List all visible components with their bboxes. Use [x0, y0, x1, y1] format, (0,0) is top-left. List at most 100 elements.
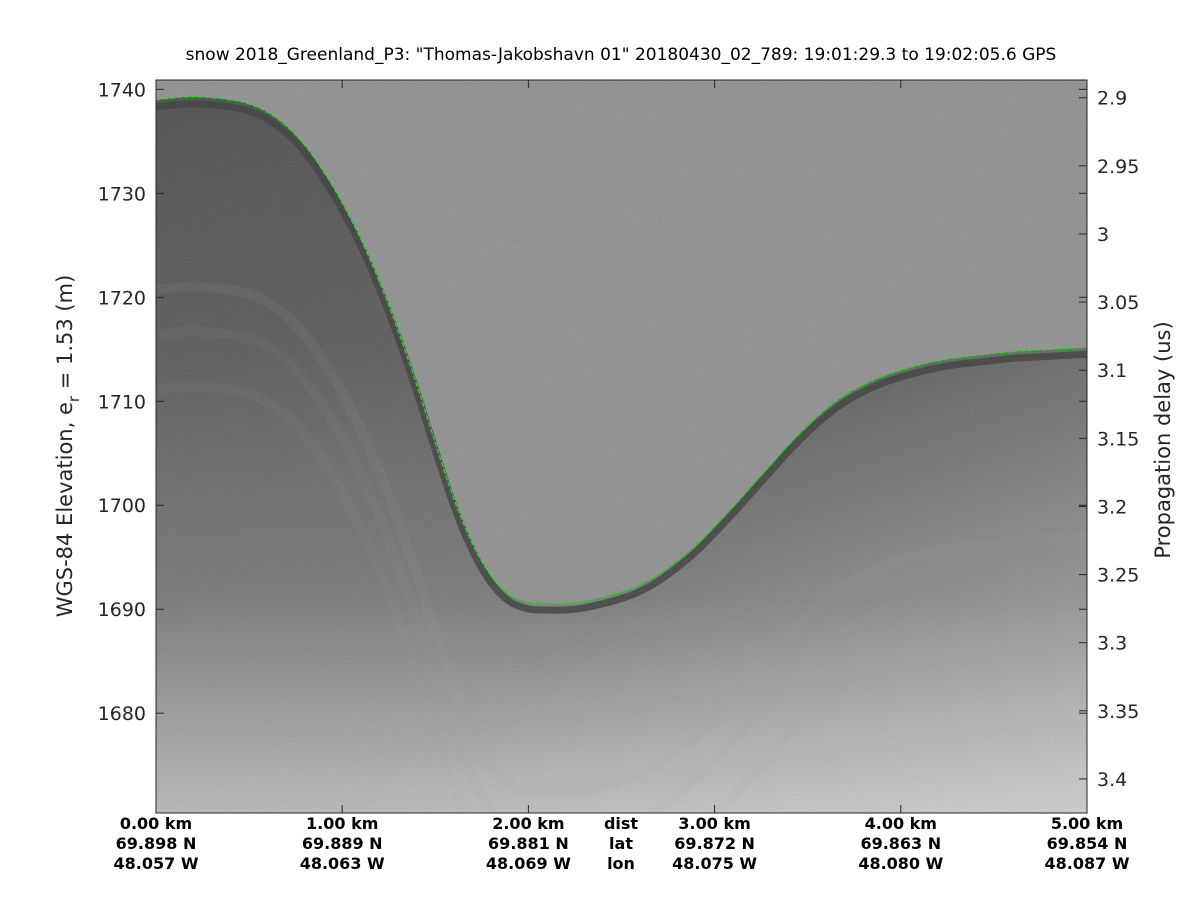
row-label-lat: lat	[609, 834, 633, 853]
surface-pick-point	[862, 383, 865, 386]
surface-pick-point	[639, 583, 641, 586]
surface-pick-point	[434, 442, 437, 444]
y2-tick-label: 3.35	[1097, 701, 1139, 723]
surface-pick-point	[1048, 348, 1051, 351]
surface-pick-point	[695, 543, 697, 546]
surface-pick-point	[825, 407, 828, 410]
y-tick-label: 1710	[98, 391, 146, 413]
surface-pick-point	[453, 498, 455, 500]
surface-pick-point	[304, 144, 306, 147]
x-tick-dist-label: 0.00 km	[120, 814, 192, 833]
surface-pick-point	[229, 98, 232, 101]
x-tick-lon-label: 48.057 W	[114, 854, 199, 873]
x-tick-lat-label: 69.881 N	[488, 834, 569, 853]
surface-pick-point	[1067, 347, 1070, 350]
x-tick-dist-label: 2.00 km	[492, 814, 564, 833]
y-tick-label: 1690	[98, 599, 146, 621]
surface-pick-point	[974, 354, 977, 357]
surface-pick-point	[1011, 350, 1014, 353]
surface-pick-point	[173, 96, 176, 99]
surface-pick-point	[266, 111, 269, 114]
y2-axis-label: Propagation delay (us)	[1151, 321, 1175, 558]
surface-pick-point	[415, 383, 418, 386]
x-tick-lat-label: 69.863 N	[860, 834, 941, 853]
y-tick-label: 1700	[98, 495, 146, 517]
surface-pick-point	[1030, 349, 1032, 352]
y2-tick-label: 3.25	[1097, 565, 1139, 587]
surface-pick-point	[732, 505, 735, 508]
y2-tick-label: 3.3	[1097, 633, 1127, 655]
surface-pick-point	[937, 359, 939, 362]
surface-pick-point	[285, 124, 288, 127]
surface-pick-point	[993, 352, 995, 355]
x-tick-lon-label: 48.075 W	[672, 854, 757, 873]
surface-pick-point	[844, 394, 846, 396]
surface-pick-point	[750, 484, 753, 487]
y2-tick-label: 3.1	[1097, 360, 1127, 382]
surface-pick-point	[769, 463, 772, 466]
y2-tick-label: 3.15	[1097, 428, 1139, 450]
x-tick-dist-label: 1.00 km	[306, 814, 378, 833]
x-tick-lon-label: 48.080 W	[858, 854, 943, 873]
surface-pick-point	[527, 601, 530, 603]
surface-picks-line	[156, 95, 1087, 604]
surface-pick-point	[211, 96, 213, 99]
right-axis: 2.9 2.95 3 3.05 3.1 3.15 3.2 3.25 3.3 3.35 3.4	[1079, 88, 1139, 791]
x-tick-lat-label: 69.889 N	[302, 834, 383, 853]
surface-pick-point	[508, 593, 511, 596]
y2-tick-label: 2.95	[1097, 156, 1139, 178]
surface-pick-point	[471, 542, 474, 545]
surface-pick-point	[192, 95, 195, 98]
y2-tick-label: 3.2	[1097, 496, 1127, 518]
row-label-dist: dist	[604, 814, 638, 833]
x-tick-dist-label: 5.00 km	[1051, 814, 1123, 833]
y2-tick-label: 3.05	[1097, 292, 1139, 314]
y-tick-label: 1680	[98, 703, 146, 725]
chart-title: snow 2018_Greenland_P3: "Thomas-Jakobsha…	[186, 45, 1057, 65]
y2-tick-label: 3	[1097, 224, 1109, 246]
surface-pick-point	[676, 559, 679, 562]
surface-pick-point	[881, 375, 884, 378]
plot-frame	[155, 79, 1088, 814]
x-tick-lat-label: 69.872 N	[674, 834, 755, 853]
surface-pick-point	[899, 369, 902, 371]
x-tick-dist-label: 3.00 km	[678, 814, 750, 833]
y-axis-label: WGS-84 Elevation, er = 1.53 (m)	[53, 275, 83, 618]
surface-pick-point	[955, 356, 958, 359]
surface-pick-point	[546, 602, 548, 604]
surface-pick-point	[657, 573, 660, 575]
surface-picks-layer	[156, 95, 1087, 604]
surface-pick-point	[490, 575, 493, 577]
echogram-image	[156, 80, 1087, 813]
surface-pick-point	[341, 201, 344, 204]
y-tick-label: 1730	[98, 183, 146, 205]
y2-tick-label: 3.4	[1097, 769, 1127, 791]
left-axis: 1740 1730 1720 1710 1700 1690 1680	[98, 79, 1087, 725]
x-tick-dist-label: 4.00 km	[865, 814, 937, 833]
surface-pick-point	[564, 602, 567, 604]
surface-pick-point	[378, 280, 381, 283]
surface-pick-point	[602, 595, 604, 598]
surface-pick-point	[583, 600, 586, 602]
surface-pick-point	[359, 238, 362, 241]
surface-pick-point	[248, 103, 251, 105]
x-tick-lon-label: 48.069 W	[486, 854, 571, 873]
surface-pick-point	[918, 364, 921, 366]
surface-pick-point	[397, 329, 399, 332]
x-tick-lat-label: 69.854 N	[1047, 834, 1128, 853]
row-label-lon: lon	[607, 854, 635, 873]
y2-tick-label: 2.9	[1097, 88, 1127, 110]
surface-pick-point	[788, 443, 790, 445]
x-tick-lon-label: 48.087 W	[1045, 854, 1130, 873]
x-tick-lon-label: 48.063 W	[300, 854, 385, 873]
speckle-noise	[156, 80, 1087, 813]
surface-pick-point	[620, 590, 623, 593]
surface-pick-point	[322, 170, 325, 173]
surface-pick-point	[806, 424, 809, 427]
y-tick-label: 1720	[98, 287, 146, 309]
y-tick-label: 1740	[98, 79, 146, 101]
x-tick-lat-label: 69.898 N	[116, 834, 197, 853]
surface-pick-point	[713, 525, 716, 527]
